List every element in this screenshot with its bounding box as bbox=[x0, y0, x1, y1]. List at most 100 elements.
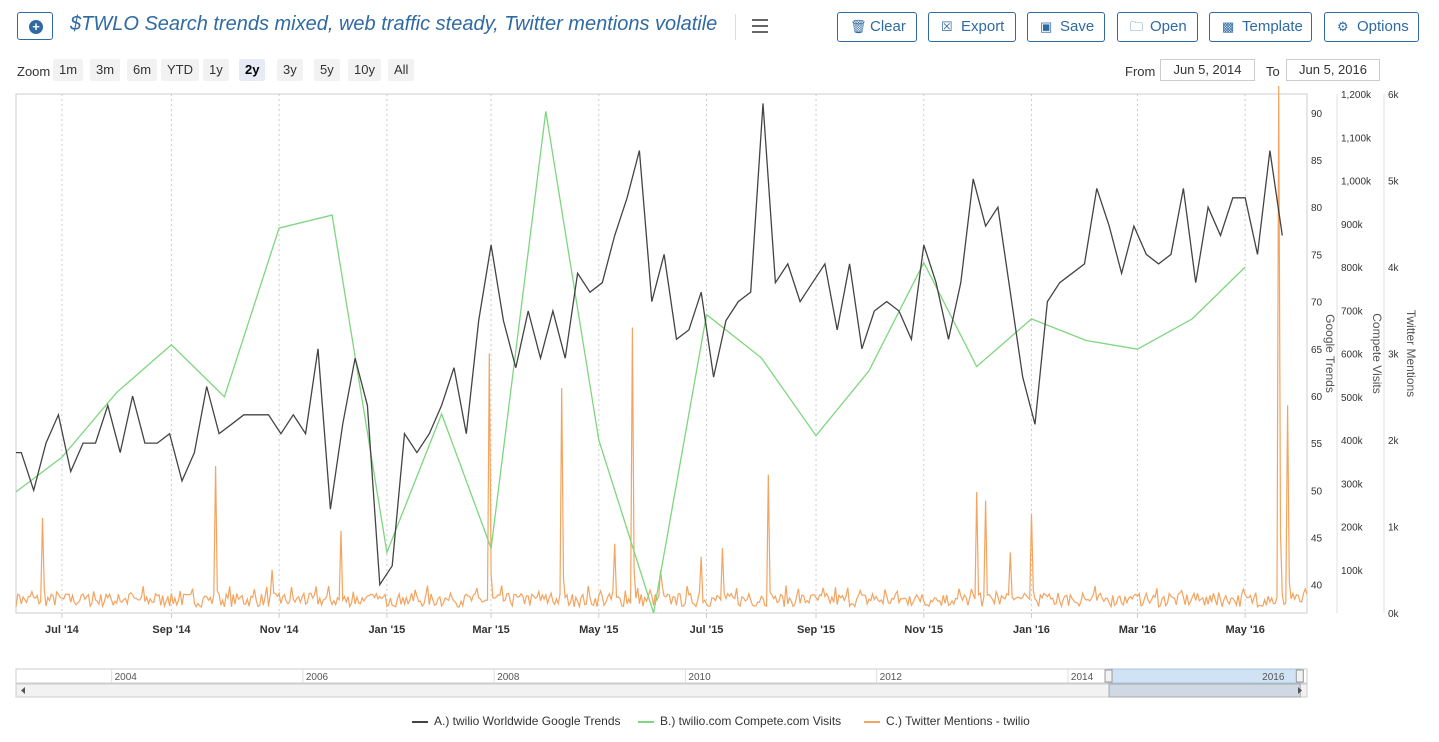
to-date-input[interactable]: Jun 5, 2016 bbox=[1286, 59, 1380, 81]
x-tick-label: Mar '15 bbox=[472, 624, 509, 636]
from-date-input[interactable]: Jun 5, 2014 bbox=[1160, 59, 1255, 81]
navigator-year-label: 2008 bbox=[497, 672, 520, 683]
navigator-handle[interactable] bbox=[1295, 669, 1304, 683]
zoom-label: Zoom bbox=[17, 64, 51, 79]
x-tick-label: May '16 bbox=[1226, 624, 1265, 636]
navigator-year-label: 2016 bbox=[1262, 672, 1285, 683]
twitter-axis-tick-label: 2k bbox=[1388, 436, 1400, 447]
legend-item-compete-visits[interactable]: B.) twilio.com Compete.com Visits bbox=[638, 714, 841, 728]
x-tick-label: Mar '16 bbox=[1119, 624, 1156, 636]
google-axis-tick-label: 75 bbox=[1311, 250, 1323, 261]
folder-icon: 🗀 bbox=[1130, 19, 1144, 34]
scrollbar-track bbox=[15, 683, 1308, 698]
zoom-all-button[interactable]: All bbox=[388, 59, 415, 81]
trash-icon: 🗑 bbox=[850, 19, 867, 34]
navigator-track bbox=[15, 668, 1308, 684]
add-button[interactable]: + bbox=[17, 12, 53, 40]
x-tick-label: Nov '15 bbox=[904, 624, 943, 636]
google-axis-tick-label: 85 bbox=[1311, 156, 1323, 167]
compete-axis-tick-label: 800k bbox=[1341, 263, 1364, 274]
series-google-trends-line bbox=[16, 103, 1283, 587]
x-tick-label: May '15 bbox=[579, 624, 618, 636]
google-axis-tick-label: 65 bbox=[1311, 345, 1323, 356]
export-button[interactable]: ☒ Export bbox=[928, 12, 1016, 42]
floppy-icon: ▣ bbox=[1040, 19, 1053, 34]
legend-swatch bbox=[412, 720, 428, 723]
zoom-3m-button[interactable]: 3m bbox=[90, 59, 121, 81]
twitter-axis-tick-label: 0k bbox=[1388, 609, 1400, 620]
navigator[interactable]: 2004 2006 2008 2010 2012 2014 2016 bbox=[15, 668, 1308, 698]
save-button[interactable]: ▣ Save bbox=[1027, 12, 1105, 42]
from-label: From bbox=[1125, 64, 1156, 79]
twitter-axis-tick-label: 4k bbox=[1388, 263, 1400, 274]
google-axis-tick-label: 90 bbox=[1311, 109, 1323, 120]
twitter-axis-tick-label: 3k bbox=[1388, 350, 1400, 361]
twitter-axis-tick-label: 1k bbox=[1388, 523, 1400, 534]
compete-axis-tick-label: 700k bbox=[1341, 306, 1364, 317]
compete-axis-title: Compete Visits bbox=[1370, 313, 1384, 393]
legend-item-twitter-mentions[interactable]: C.) Twitter Mentions - twilio bbox=[864, 714, 1030, 728]
legend-swatch bbox=[864, 720, 880, 723]
compete-axis-tick-label: 500k bbox=[1341, 393, 1364, 404]
google-axis-tick-label: 60 bbox=[1311, 392, 1323, 403]
menu-icon[interactable] bbox=[752, 19, 768, 33]
zoom-10y-button[interactable]: 10y bbox=[348, 59, 381, 81]
google-axis-title: Google Trends bbox=[1323, 314, 1337, 393]
options-button[interactable]: ⚙ Options bbox=[1324, 12, 1419, 42]
zoom-6m-button[interactable]: 6m bbox=[127, 59, 158, 81]
series-twitter-mentions-line bbox=[15, 86, 1308, 609]
zoom-3y-button[interactable]: 3y bbox=[277, 59, 303, 81]
legend: A.) twilio Worldwide Google Trends B.) t… bbox=[0, 708, 1439, 736]
compete-axis-tick-label: 200k bbox=[1341, 523, 1364, 534]
chart: Jul '14 Sep '14 Nov '14 Jan '15 Mar '15 May '… bbox=[15, 86, 1418, 698]
compete-axis-tick-label: 400k bbox=[1341, 436, 1364, 447]
x-tick-label: Sep '15 bbox=[797, 624, 835, 636]
compete-axis-tick-label: 100k bbox=[1341, 566, 1364, 577]
zoom-1y-button[interactable]: 1y bbox=[203, 59, 229, 81]
google-axis-tick-label: 45 bbox=[1311, 534, 1323, 545]
template-button[interactable]: ▩ Template bbox=[1209, 12, 1312, 42]
twitter-axis-tick-label: 5k bbox=[1388, 177, 1400, 188]
series-compete-visits-line bbox=[15, 111, 1246, 614]
x-tick-label: Jan '15 bbox=[368, 624, 405, 636]
plus-icon: + bbox=[29, 20, 43, 34]
to-label: To bbox=[1266, 64, 1280, 79]
divider bbox=[735, 14, 736, 40]
google-axis-tick-label: 50 bbox=[1311, 486, 1323, 497]
bar-chart-icon: ▩ bbox=[1222, 19, 1235, 34]
navigator-year-label: 2010 bbox=[688, 672, 711, 683]
compete-axis-tick-label: 900k bbox=[1341, 220, 1364, 231]
zoom-1m-button[interactable]: 1m bbox=[53, 59, 84, 81]
navigator-year-label: 2004 bbox=[115, 672, 138, 683]
compete-axis-tick-label: 300k bbox=[1341, 479, 1364, 490]
google-axis-tick-label: 55 bbox=[1311, 439, 1323, 450]
twitter-axis-tick-label: 6k bbox=[1388, 90, 1400, 101]
navigator-year-label: 2014 bbox=[1071, 672, 1094, 683]
navigator-year-label: 2006 bbox=[306, 672, 329, 683]
toolbar: + $TWLO Search trends mixed, web traffic… bbox=[0, 0, 1439, 56]
compete-axis-tick-label: 600k bbox=[1341, 350, 1364, 361]
clear-button[interactable]: 🗑 Clear bbox=[837, 12, 917, 42]
google-axis-tick-label: 80 bbox=[1311, 203, 1323, 214]
zoom-ytd-button[interactable]: YTD bbox=[161, 59, 199, 81]
zoom-2y-button[interactable]: 2y bbox=[239, 59, 266, 81]
export-icon: ☒ bbox=[941, 19, 953, 34]
google-axis-tick-label: 40 bbox=[1311, 581, 1323, 592]
scrollbar-thumb[interactable] bbox=[1108, 683, 1301, 698]
x-tick-label: Jan '16 bbox=[1013, 624, 1050, 636]
gear-icon: ⚙ bbox=[1337, 19, 1349, 34]
range-selector: Zoom 1m 3m 6m YTD 1y 2y 3y 5y 10y All Fr… bbox=[0, 58, 1439, 84]
x-tick-label: Nov '14 bbox=[260, 624, 300, 636]
navigator-handle[interactable] bbox=[1104, 669, 1113, 683]
legend-item-google-trends[interactable]: A.) twilio Worldwide Google Trends bbox=[412, 714, 621, 728]
zoom-5y-button[interactable]: 5y bbox=[314, 59, 340, 81]
open-button[interactable]: 🗀 Open bbox=[1117, 12, 1198, 42]
x-tick-label: Jul '14 bbox=[45, 624, 80, 636]
scroll-right-arrow-icon bbox=[1298, 687, 1302, 694]
compete-axis-tick-label: 1,000k bbox=[1341, 177, 1372, 188]
compete-axis-tick-label: 1,200k bbox=[1341, 90, 1372, 101]
page-title: $TWLO Search trends mixed, web traffic s… bbox=[70, 13, 718, 35]
scroll-left-arrow-icon bbox=[21, 687, 25, 694]
google-axis-tick-label: 70 bbox=[1311, 298, 1323, 309]
navigator-year-label: 2012 bbox=[880, 672, 903, 683]
